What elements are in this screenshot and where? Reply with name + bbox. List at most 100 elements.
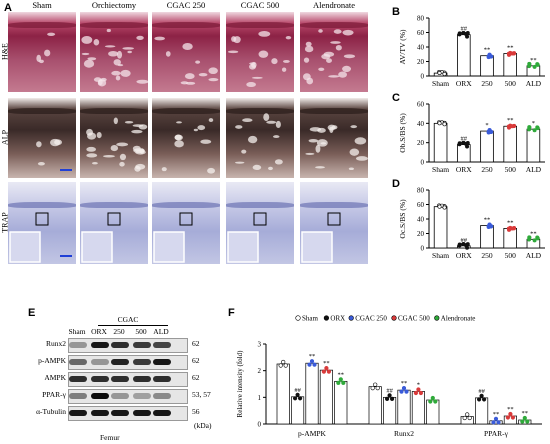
data-point [510,124,515,129]
data-point [487,222,492,227]
significance-marker: ** [309,353,316,360]
x-tick-label: Sham [432,251,449,260]
data-point [465,34,470,39]
chart-ob-s-bs: 0 20 40 60 Ob.S/BS (%) Sham ORX ## 250 * 500 ** ALD * [398,101,545,174]
wb-lane-orx: ORX [91,327,107,336]
x-tick-label: ORX [456,79,472,88]
wb-band [69,410,87,416]
wb-band [133,410,151,416]
bar-orx [457,34,471,77]
histology-image-he-2 [80,12,148,92]
significance-marker: ** [484,217,491,224]
bar-sham [433,206,448,249]
column-header-alendronate: Alendronate [312,0,355,10]
significance-marker: ** [522,410,529,417]
data-point [465,412,470,417]
data-point [375,386,380,391]
wb-band [91,393,109,399]
histology-image-alp-2 [80,98,148,178]
data-point [404,389,409,394]
significance-marker: ## [294,387,301,394]
data-point [292,396,298,401]
data-point [413,390,418,396]
data-point [520,419,525,424]
significance-marker: ## [461,237,468,244]
legend-label: ORX [330,315,345,323]
wb-band [133,359,151,365]
x-tick-label: Sham [432,79,449,88]
panel-letter-b: B [392,6,400,18]
x-tick-label: 250 [481,79,493,88]
data-point [387,393,392,398]
bar-p-ampk-alendronate [334,380,348,425]
data-point [482,397,487,402]
wb-band-label-3: PPAR-γ [42,390,66,399]
y-tick-label: 0 [421,245,425,253]
wb-band [111,376,129,382]
data-point [506,226,511,231]
data-point [535,62,540,67]
bar-250 [480,225,494,249]
y-tick-label: 40 [417,216,425,224]
wb-strip-1 [68,355,188,370]
wb-band [111,342,129,348]
data-point [437,71,442,76]
data-point [309,359,315,364]
significance-marker: ** [507,406,514,413]
significance-marker: ## [461,26,468,33]
wb-kda-1: 62 [192,356,200,365]
x-tick-label: ALD [526,165,542,174]
significance-marker: ** [507,219,514,226]
legend-label: Sham [302,315,319,323]
y-tick-label: 60 [417,29,425,37]
histology-image-trap-4 [226,182,294,264]
legend-label: Alendronate [441,315,476,323]
x-tick-label: ALD [526,251,542,260]
wb-lane-250: 250 [113,327,125,336]
significance-marker: ## [461,136,468,143]
data-point [462,415,467,421]
histology-image-trap-3 [152,182,220,264]
data-point [465,31,470,36]
legend-marker [391,315,397,321]
data-point [527,64,532,69]
column-header-orchiectomy: Orchiectomy [91,0,137,10]
data-point [522,415,527,421]
data-point [479,393,484,398]
x-tick-label: ALD [526,79,542,88]
wb-band [133,376,151,382]
data-point [527,237,532,242]
data-point [465,242,470,247]
data-point [457,141,462,146]
y-tick-label: 40 [417,120,425,128]
data-point [370,386,375,391]
x-tick-label: 250 [481,251,493,260]
data-point [457,31,462,36]
y-tick-label: 20 [417,139,425,147]
wb-kda-unit: (kDa) [194,421,212,430]
data-point [430,395,435,401]
x-tick-label: ORX [456,165,472,174]
wb-kda-4: 56 [192,407,200,416]
data-point [326,369,331,374]
y-axis-label: Oc.S/BS (%) [398,199,407,239]
data-point [295,392,300,397]
x-tick-label: ORX [456,251,472,260]
wb-lane-ald: ALD [153,327,169,336]
y-tick-label: 60 [417,201,425,209]
x-tick-label: Runx2 [394,429,414,438]
data-point [341,380,346,385]
data-point [525,419,530,424]
data-point [506,51,511,56]
bar-runx2-cgac-500 [411,391,425,425]
wb-strip-3 [68,389,188,404]
legend-marker [323,315,329,321]
histology-image-alp-3 [152,98,220,178]
data-point [385,396,390,401]
significance-marker: * [485,122,488,129]
data-point [307,362,312,367]
data-point [510,51,515,56]
bar-ald [526,128,541,163]
y-axis-label: AV/TV (%) [398,29,407,64]
wb-band [69,393,87,399]
